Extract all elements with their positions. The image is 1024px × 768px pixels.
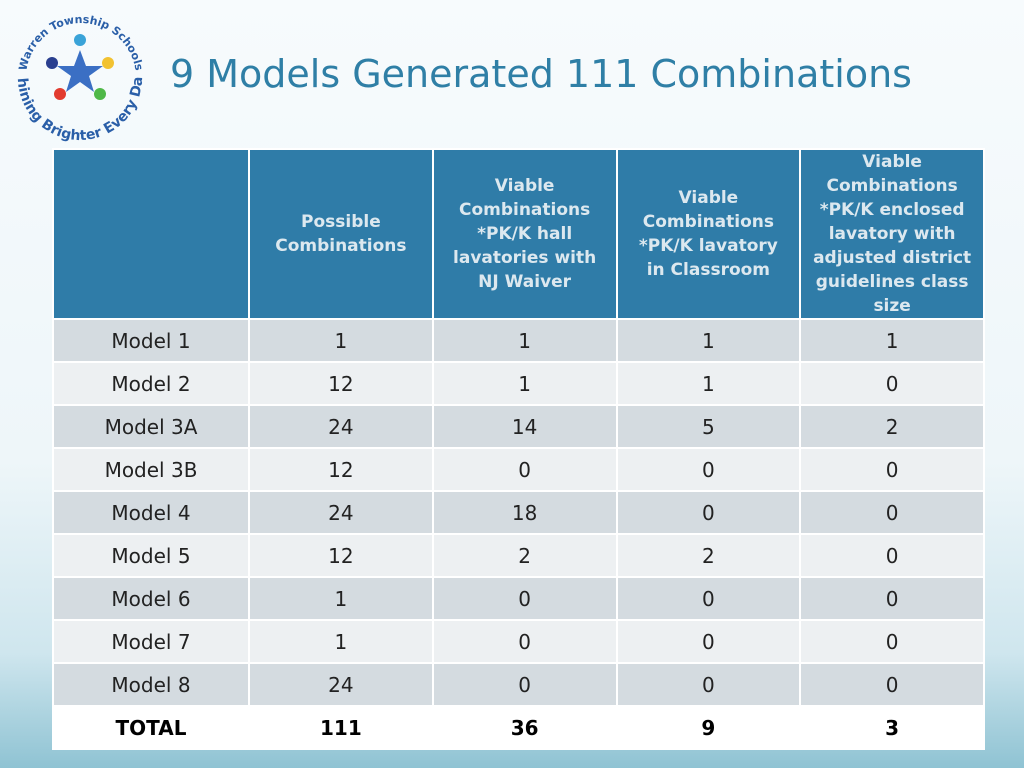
table-cell: 0: [431, 576, 618, 621]
table-row: Model 8 24 0 0 0: [52, 662, 985, 707]
header-row: Possible Combinations Viable Combinations…: [52, 148, 985, 320]
table-cell: 36: [431, 705, 618, 750]
table-cell: 1: [615, 361, 802, 406]
table-cell: 1: [431, 361, 618, 406]
table-cell: 18: [431, 490, 618, 535]
table-cell: 1: [248, 619, 434, 664]
table-cell: 2: [799, 404, 985, 449]
row-label: Model 3A: [52, 404, 250, 449]
table-row: Model 5 12 2 2 0: [52, 533, 985, 578]
table-cell: 14: [431, 404, 618, 449]
table-cell: 0: [615, 490, 802, 535]
table-cell: 0: [615, 619, 802, 664]
row-label: TOTAL: [52, 705, 250, 750]
table-cell: 0: [799, 576, 985, 621]
row-label: Model 1: [52, 318, 250, 363]
table-cell: 3: [799, 705, 985, 750]
logo-figure: [94, 88, 106, 100]
table-cell: 0: [431, 662, 618, 707]
table-cell: 2: [431, 533, 618, 578]
table-cell: 0: [431, 619, 618, 664]
row-label: Model 5: [52, 533, 250, 578]
slide-title: 9 Models Generated 111 Combinations: [170, 52, 912, 96]
row-label: Model 6: [52, 576, 250, 621]
table-cell: 24: [248, 404, 434, 449]
table-cell: 1: [431, 318, 618, 363]
logo-figure: [54, 88, 66, 100]
table-cell: 0: [799, 490, 985, 535]
table-cell: 1: [799, 318, 985, 363]
table-cell: 9: [615, 705, 802, 750]
table-row: Model 3B 12 0 0 0: [52, 447, 985, 492]
logo-star: [57, 50, 103, 92]
table-cell: 0: [799, 361, 985, 406]
table-cell: 0: [615, 662, 802, 707]
table-cell: 1: [615, 318, 802, 363]
table-cell: 0: [431, 447, 618, 492]
table-cell: 0: [799, 533, 985, 578]
header-cell: Viable Combinations *PK/K hall lavatorie…: [431, 148, 618, 320]
logo: Warren Township Schools Shining Brighter…: [8, 8, 146, 143]
table-cell: 2: [615, 533, 802, 578]
table-row: TOTAL 111 36 9 3: [52, 705, 985, 750]
table-cell: 5: [615, 404, 802, 449]
row-label: Model 4: [52, 490, 250, 535]
table-cell: 12: [248, 447, 434, 492]
table-cell: 24: [248, 490, 434, 535]
row-label: Model 7: [52, 619, 250, 664]
table-cell: 1: [248, 318, 434, 363]
row-label: Model 3B: [52, 447, 250, 492]
table-cell: 0: [615, 447, 802, 492]
header-cell: Possible Combinations: [248, 148, 434, 320]
table-cell: 12: [248, 361, 434, 406]
table-row: Model 2 12 1 1 0: [52, 361, 985, 406]
table-cell: 12: [248, 533, 434, 578]
header-cell: Viable Combinations *PK/K enclosed lavat…: [799, 148, 985, 320]
logo-figure: [102, 57, 114, 69]
logo-figure: [46, 57, 58, 69]
table-row: Model 3A 24 14 5 2: [52, 404, 985, 449]
table-cell: 0: [799, 662, 985, 707]
table-cell: 0: [799, 619, 985, 664]
table-cell: 0: [799, 447, 985, 492]
data-table: Possible Combinations Viable Combinations…: [52, 148, 985, 750]
row-label: Model 8: [52, 662, 250, 707]
header-cell: [52, 148, 250, 320]
table-row: Model 4 24 18 0 0: [52, 490, 985, 535]
table-cell: 1: [248, 576, 434, 621]
logo-figure: [74, 34, 86, 46]
row-label: Model 2: [52, 361, 250, 406]
table-cell: 0: [615, 576, 802, 621]
table-cell: 111: [248, 705, 434, 750]
header-cell: Viable Combinations *PK/K lavatory in Cl…: [615, 148, 802, 320]
table-cell: 24: [248, 662, 434, 707]
table-body: Model 1 1 1 1 1 Model 2 12 1 1 0 Model 3A 24 14 5 2 Mod…: [52, 318, 985, 750]
